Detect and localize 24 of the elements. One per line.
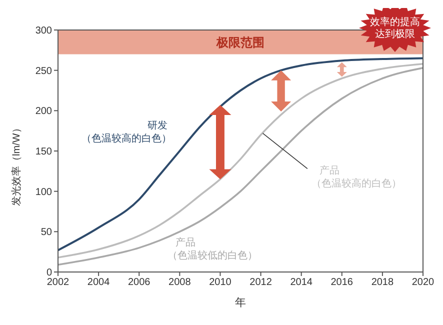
series-label: 产品（色温较低的白色） bbox=[168, 236, 258, 262]
annotation: 效率的提高达到极限 bbox=[370, 16, 420, 40]
x-axis-title: 年 bbox=[235, 297, 246, 309]
x-tick-label: 2020 bbox=[412, 277, 435, 288]
y-tick-label: 200 bbox=[35, 106, 52, 118]
x-tick-label: 2008 bbox=[168, 277, 192, 288]
y-tick-label: 0 bbox=[46, 268, 52, 279]
y-tick-label: 300 bbox=[35, 26, 52, 37]
y-tick-label: 100 bbox=[35, 186, 52, 198]
x-tick-label: 2014 bbox=[290, 277, 313, 288]
x-tick-label: 2016 bbox=[330, 277, 354, 288]
x-tick-label: 2010 bbox=[209, 277, 232, 288]
y-tick-label: 50 bbox=[40, 227, 52, 238]
series-label: 研发（色温较高的白色） bbox=[82, 120, 172, 144]
x-tick-label: 2012 bbox=[250, 277, 272, 288]
text: 产品（色温较高的白色） bbox=[311, 164, 402, 190]
x-tick-label: 2002 bbox=[46, 277, 70, 288]
band-label: 极限范围 bbox=[216, 35, 264, 50]
y-axis-title: 发光效率（lm/W） bbox=[10, 123, 23, 206]
y-tick-label: 250 bbox=[35, 66, 52, 77]
x-tick-label: 2004 bbox=[87, 277, 110, 288]
x-tick-label: 2006 bbox=[128, 277, 151, 288]
x-tick-label: 2018 bbox=[371, 277, 394, 288]
y-tick-label: 150 bbox=[35, 146, 52, 158]
